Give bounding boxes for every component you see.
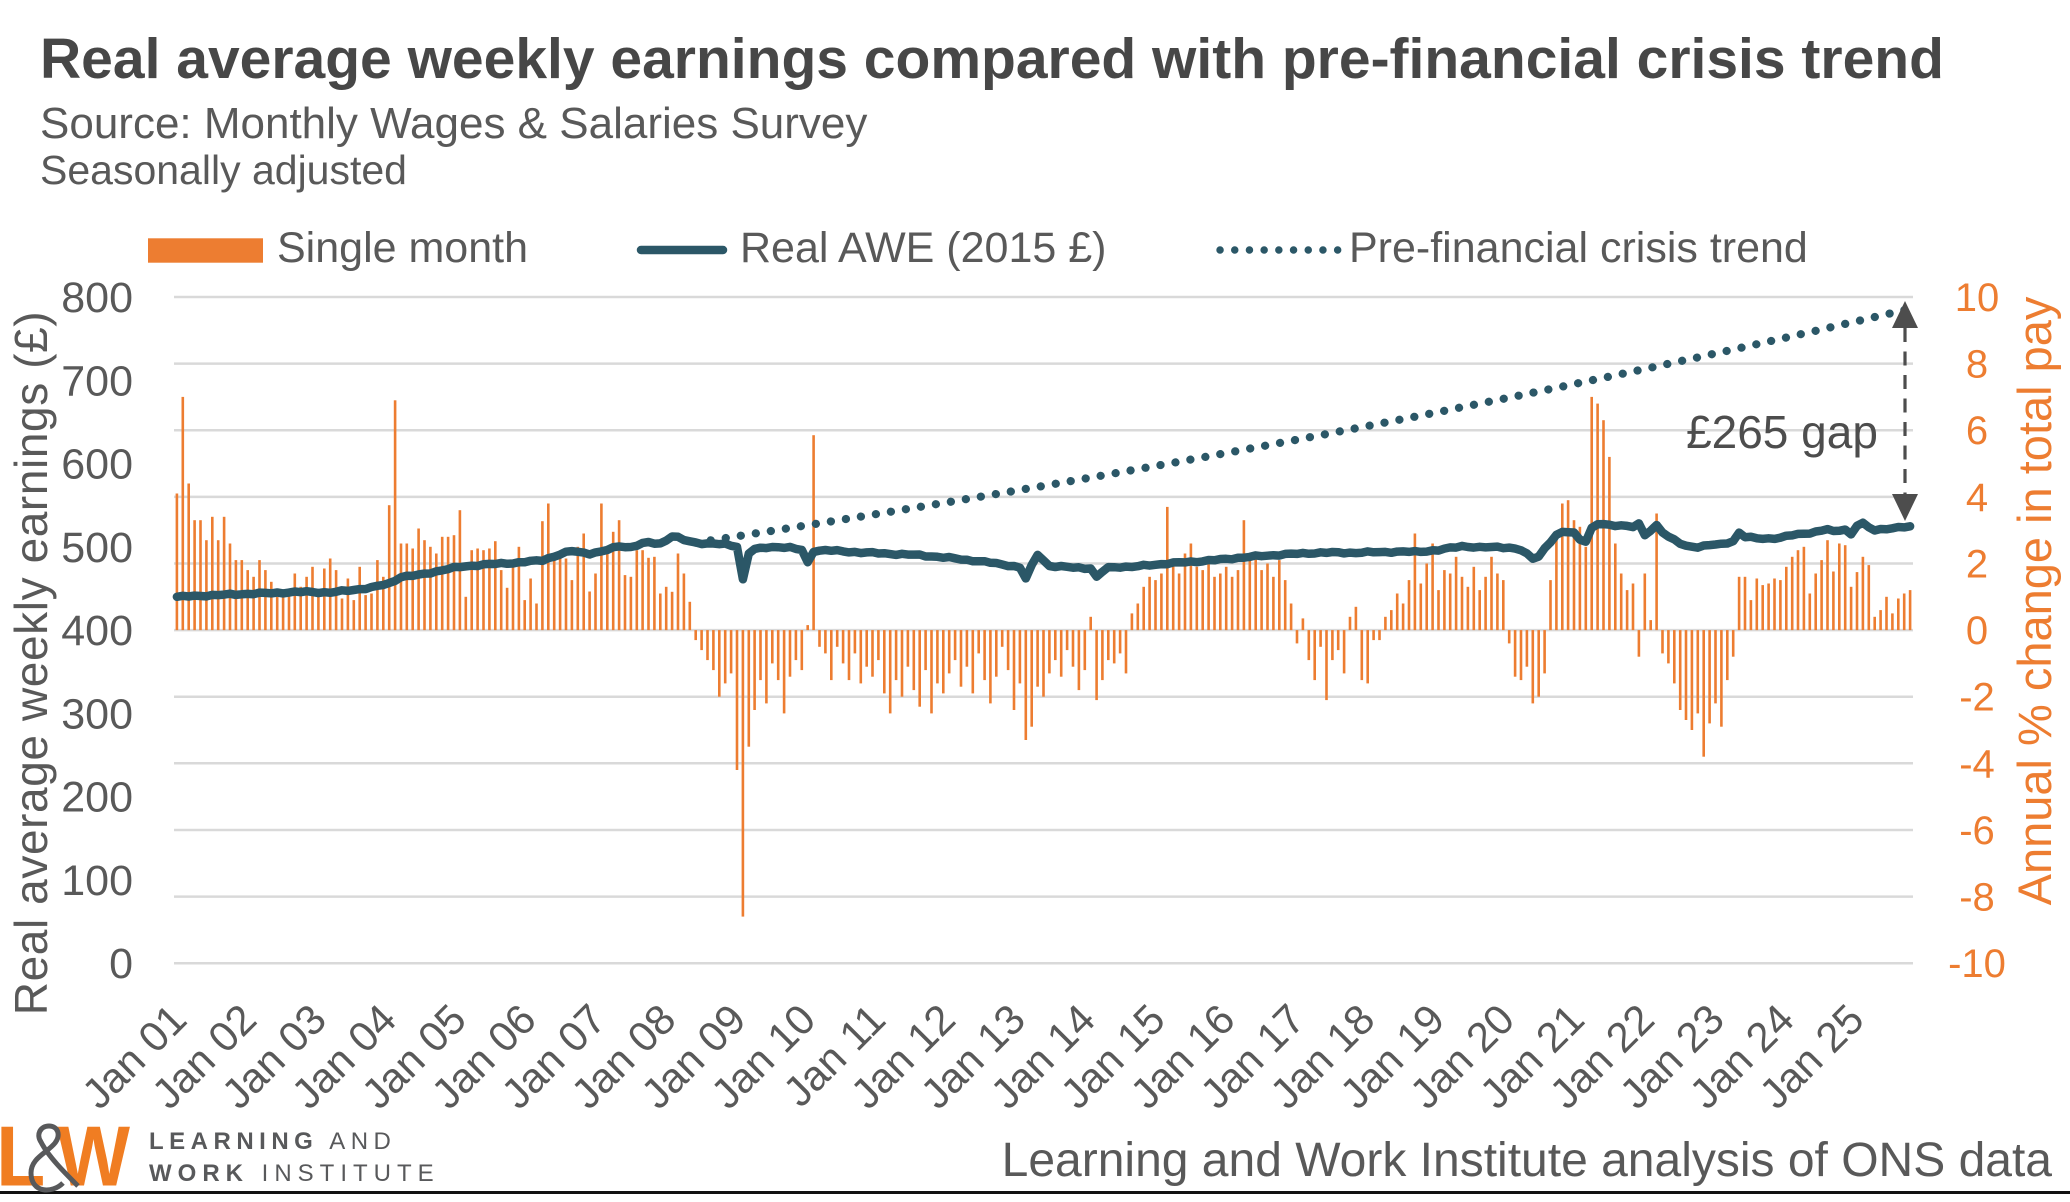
- svg-text:Real average weekly earnings c: Real average weekly earnings compared wi…: [40, 27, 1944, 91]
- svg-text:£265 gap: £265 gap: [1686, 406, 1878, 458]
- svg-text:Source: Monthly Wages & Salari: Source: Monthly Wages & Salaries Survey: [40, 99, 867, 148]
- svg-text:LEARNING AND: LEARNING AND: [149, 1128, 396, 1155]
- svg-text:Seasonally adjusted: Seasonally adjusted: [40, 147, 407, 193]
- svg-text:-6: -6: [1959, 809, 1995, 853]
- svg-text:WORK INSTITUTE: WORK INSTITUTE: [149, 1160, 440, 1187]
- svg-text:-2: -2: [1959, 676, 1995, 720]
- svg-text:W: W: [57, 1109, 130, 1197]
- svg-text:2: 2: [1966, 543, 1988, 587]
- svg-text:800: 800: [61, 274, 133, 322]
- svg-text:600: 600: [61, 441, 133, 489]
- svg-text:Real average weekly earnings (: Real average weekly earnings (£): [5, 311, 57, 1015]
- svg-text:700: 700: [61, 357, 133, 405]
- svg-text:8: 8: [1966, 343, 1988, 387]
- svg-text:300: 300: [61, 690, 133, 738]
- svg-text:Single month: Single month: [277, 224, 528, 272]
- svg-text:Annual % change in total pay: Annual % change in total pay: [2008, 296, 2061, 905]
- svg-text:6: 6: [1966, 409, 1988, 453]
- svg-text:Real AWE (2015 £): Real AWE (2015 £): [740, 224, 1106, 272]
- svg-text:-4: -4: [1959, 742, 1995, 786]
- svg-text:Learning and Work Institute an: Learning and Work Institute analysis of …: [1002, 1134, 2053, 1187]
- svg-text:10: 10: [1955, 276, 2000, 320]
- svg-text:L: L: [0, 1109, 45, 1197]
- svg-text:0: 0: [109, 940, 133, 988]
- svg-text:200: 200: [61, 774, 133, 822]
- svg-text:400: 400: [61, 607, 133, 655]
- svg-text:0: 0: [1966, 609, 1988, 653]
- svg-text:-8: -8: [1959, 876, 1995, 920]
- svg-text:100: 100: [61, 857, 133, 905]
- svg-text:500: 500: [61, 524, 133, 572]
- svg-text:-10: -10: [1948, 942, 2006, 986]
- svg-text:4: 4: [1966, 476, 1988, 520]
- svg-text:Pre-financial crisis trend: Pre-financial crisis trend: [1349, 224, 1808, 272]
